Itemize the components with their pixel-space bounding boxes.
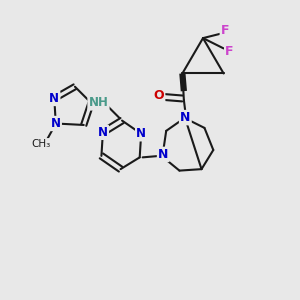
Text: NH: NH <box>88 96 108 110</box>
Text: N: N <box>49 92 59 105</box>
Text: N: N <box>158 148 168 161</box>
Text: N: N <box>98 126 108 139</box>
Text: N: N <box>136 127 146 140</box>
Text: F: F <box>225 45 234 58</box>
Text: O: O <box>154 89 164 102</box>
Text: F: F <box>221 24 229 37</box>
Text: CH₃: CH₃ <box>32 139 51 149</box>
Text: N: N <box>51 117 61 130</box>
Text: N: N <box>180 111 190 124</box>
